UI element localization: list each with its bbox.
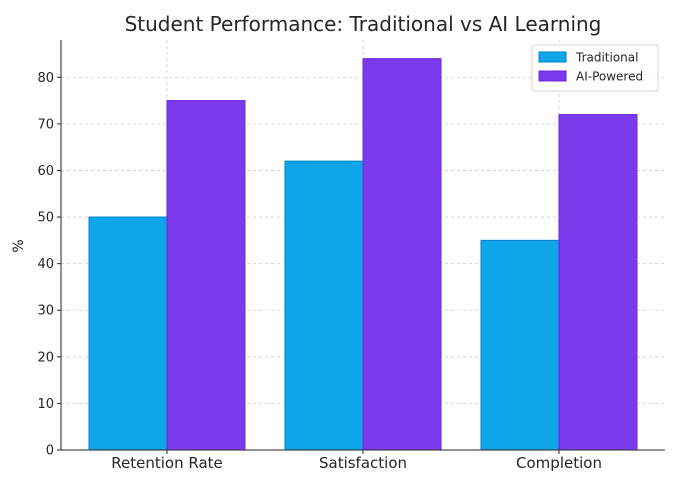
y-axis-label: %: [11, 239, 27, 252]
y-tick-label: 40: [37, 257, 54, 272]
bar-ai-powered-completion: [558, 114, 638, 451]
x-tick-label: Retention Rate: [111, 454, 223, 472]
bar-traditional-retention-rate: [88, 216, 168, 451]
bar-ai-powered-satisfaction: [362, 58, 442, 451]
bar-ai-powered-retention-rate: [166, 100, 246, 451]
y-tick-label: 20: [37, 350, 54, 365]
bar-traditional-satisfaction: [284, 160, 364, 451]
legend-swatch: [538, 51, 567, 63]
x-tick-label: Completion: [516, 454, 602, 472]
y-tick-label: 10: [37, 397, 54, 412]
bars: [88, 58, 638, 451]
bar-traditional-completion: [480, 239, 560, 451]
legend-label: AI-Powered: [576, 70, 643, 84]
x-tick-label: Satisfaction: [319, 454, 407, 472]
y-tick-label: 70: [37, 117, 54, 132]
y-tick-label: 0: [46, 444, 54, 459]
x-tick-labels: Retention Rate Satisfaction Completion: [111, 450, 602, 472]
y-tick-label: 60: [37, 164, 54, 179]
y-tick-label: 50: [37, 211, 54, 226]
y-tick-label: 30: [37, 304, 54, 319]
legend-swatch: [538, 70, 567, 82]
chart-title: Student Performance: Traditional vs AI L…: [125, 12, 602, 36]
y-tick-label: 80: [37, 71, 54, 86]
legend: Traditional AI-Powered: [531, 44, 659, 92]
legend-label: Traditional: [575, 51, 638, 65]
y-tick-labels: 0 10 20 30 40 50 60 70 80: [37, 71, 61, 459]
